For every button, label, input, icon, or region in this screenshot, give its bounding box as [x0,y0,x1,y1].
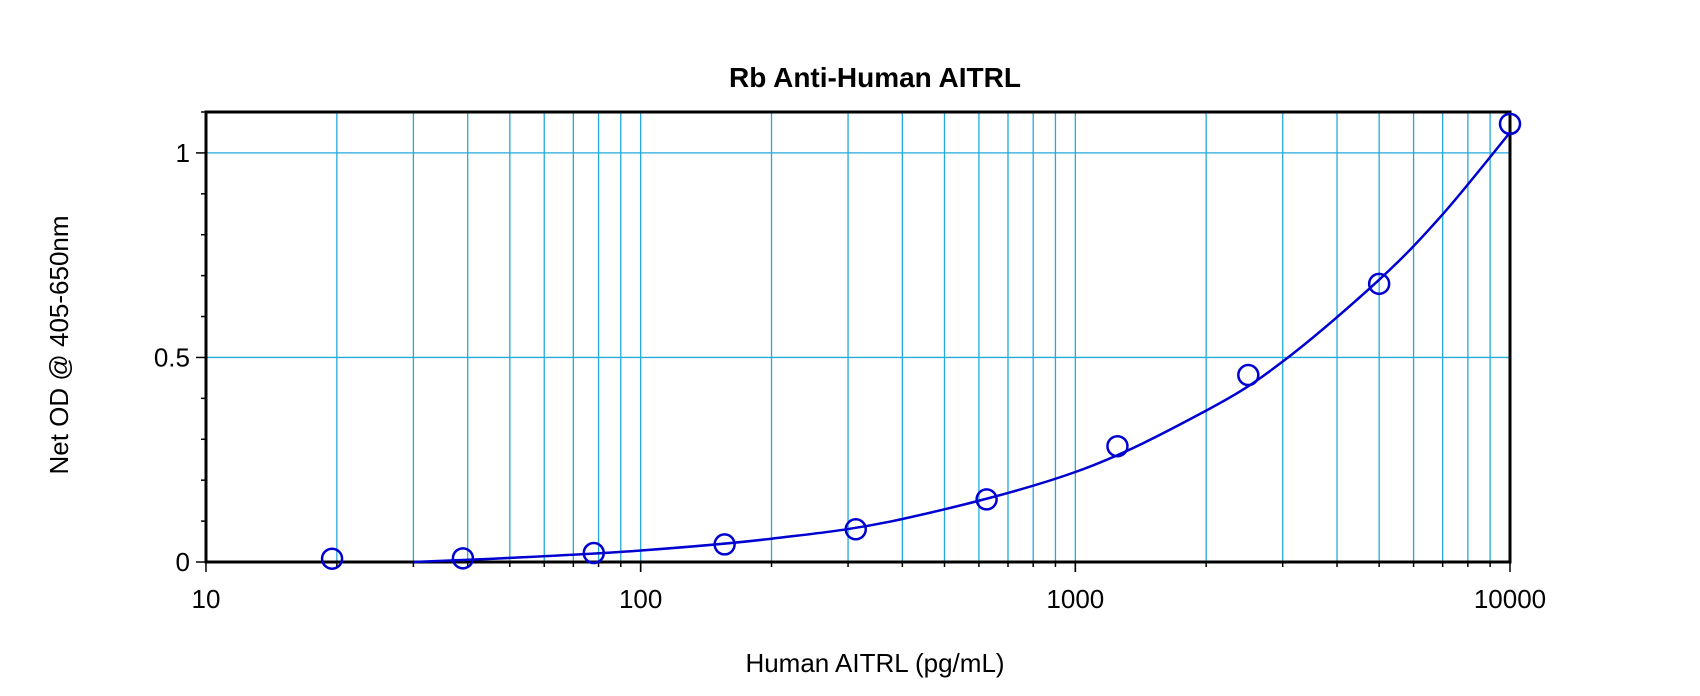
data-point [844,518,868,541]
data-point [1498,112,1522,136]
data-point [1237,363,1260,387]
data-point [713,533,736,556]
data-point [320,547,344,570]
plot-frame [204,110,1512,564]
y-tick-label: 0.5 [154,342,190,372]
data-point [582,541,606,565]
y-axis-label: Net OD @ 405-650nm [44,215,74,474]
data-point [1106,434,1129,458]
data-point [975,488,998,511]
y-tick-label: 1 [176,138,190,168]
x-tick-label: 1000 [1046,584,1104,614]
data-points [320,112,1522,570]
y-tick-label: 0 [176,547,190,577]
tick-labels: 10 100 1000 10000 0 0.5 1 [154,138,1546,614]
fit-curve [413,131,1511,564]
x-axis-label: Human AITRL (pg/mL) [745,648,1004,678]
grid-lines [206,112,1510,562]
x-tick-label: 10 [192,584,221,614]
data-point [451,547,475,570]
axis-ticks [196,111,1511,572]
data-point [1367,272,1391,296]
chart-title: Rb Anti-Human AITRL [729,62,1021,93]
x-tick-label: 10000 [1474,584,1546,614]
x-tick-label: 100 [619,584,662,614]
